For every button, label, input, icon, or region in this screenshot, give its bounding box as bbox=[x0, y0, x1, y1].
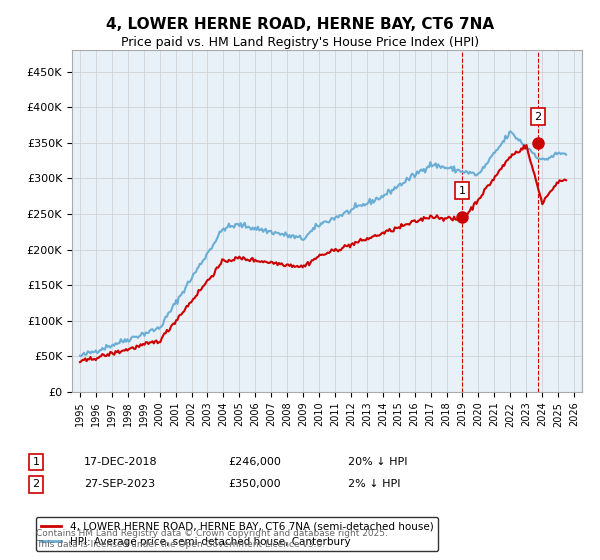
Text: 1: 1 bbox=[32, 457, 40, 467]
Text: 27-SEP-2023: 27-SEP-2023 bbox=[84, 479, 155, 489]
Legend: 4, LOWER HERNE ROAD, HERNE BAY, CT6 7NA (semi-detached house), HPI: Average pric: 4, LOWER HERNE ROAD, HERNE BAY, CT6 7NA … bbox=[37, 517, 437, 550]
Text: 20% ↓ HPI: 20% ↓ HPI bbox=[348, 457, 407, 467]
Text: £350,000: £350,000 bbox=[228, 479, 281, 489]
Text: Contains HM Land Registry data © Crown copyright and database right 2025.
This d: Contains HM Land Registry data © Crown c… bbox=[36, 529, 388, 549]
Text: Price paid vs. HM Land Registry's House Price Index (HPI): Price paid vs. HM Land Registry's House … bbox=[121, 36, 479, 49]
Text: 17-DEC-2018: 17-DEC-2018 bbox=[84, 457, 158, 467]
Text: 2% ↓ HPI: 2% ↓ HPI bbox=[348, 479, 401, 489]
Text: 4, LOWER HERNE ROAD, HERNE BAY, CT6 7NA: 4, LOWER HERNE ROAD, HERNE BAY, CT6 7NA bbox=[106, 17, 494, 32]
Text: 2: 2 bbox=[32, 479, 40, 489]
Text: 2: 2 bbox=[535, 111, 542, 122]
Text: £246,000: £246,000 bbox=[228, 457, 281, 467]
Text: 1: 1 bbox=[458, 185, 466, 195]
